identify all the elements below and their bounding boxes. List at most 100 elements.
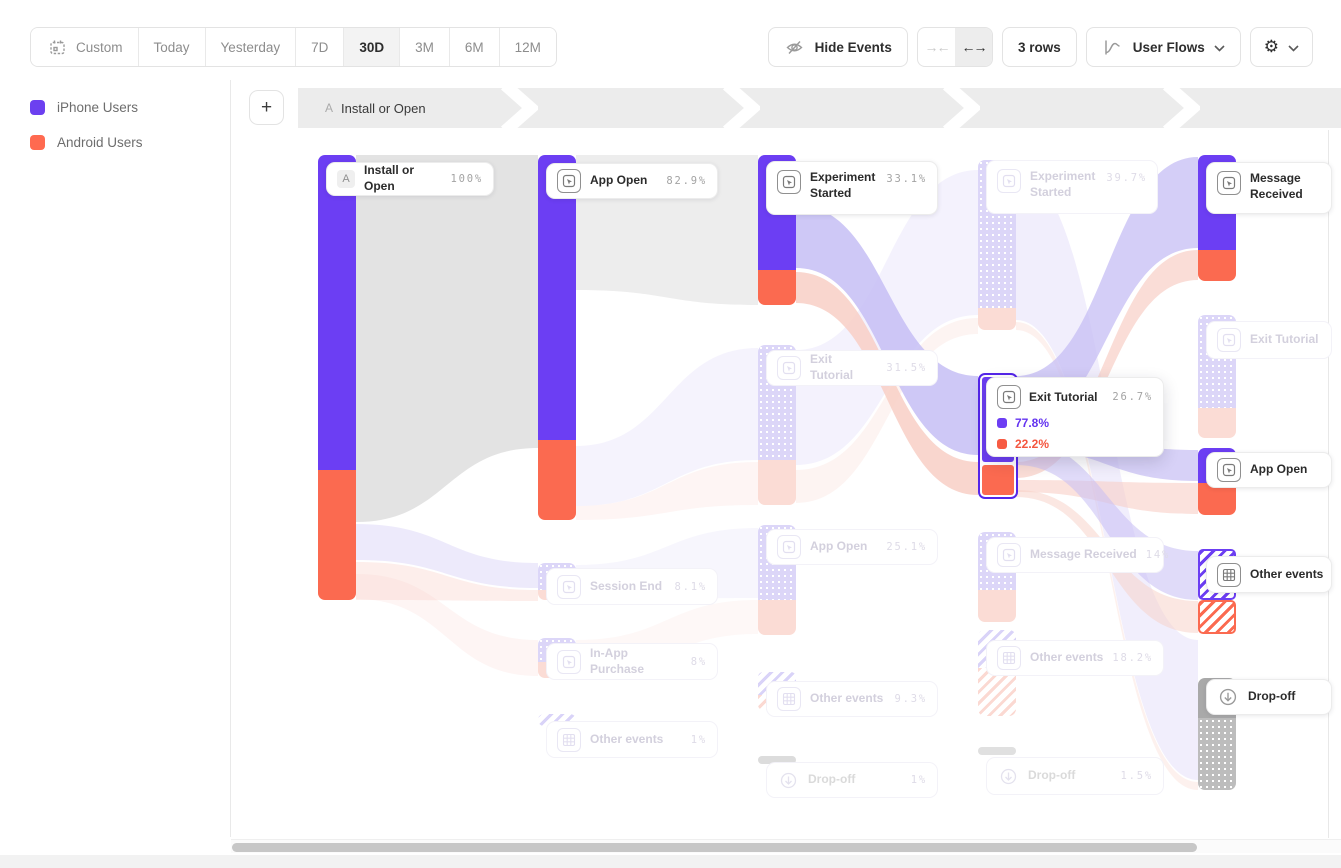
eye-off-icon xyxy=(784,36,806,58)
bar-segment-android xyxy=(318,470,356,600)
app-open-event-icon xyxy=(557,169,581,193)
legend-item-android[interactable]: Android Users xyxy=(30,135,143,150)
node-card-app-open-3[interactable]: App Open 25.1% xyxy=(766,529,938,565)
node-card-drop-off-4[interactable]: Drop-off 1.5% xyxy=(986,757,1164,795)
gear-icon: ⚙ xyxy=(1263,37,1279,56)
tooltip-header: Exit Tutorial 26.7% xyxy=(997,385,1153,409)
iphone-users-color-chip xyxy=(997,418,1007,428)
event-icon xyxy=(557,649,581,674)
hide-events-button[interactable]: Hide Events xyxy=(767,27,908,67)
node-card-session-end[interactable]: Session End 8.1% xyxy=(546,568,718,605)
toolbar-right: Hide Events →← ←→ 3 rows User Flows xyxy=(767,27,1313,67)
android-users-color-chip xyxy=(30,135,45,150)
toolbar: Custom Today Yesterday 7D 30D 3M 6M 12M … xyxy=(30,27,1313,67)
bar-segment-iphone xyxy=(538,155,576,440)
node-bar-app-open-2[interactable] xyxy=(538,155,576,520)
grid-icon xyxy=(557,727,581,752)
app-open-event-icon xyxy=(997,385,1021,409)
node-card-other-events-2[interactable]: Other events 1% xyxy=(546,721,718,758)
step-breadcrumb-bar[interactable]: A Install or Open xyxy=(298,80,1341,136)
iphone-users-color-chip xyxy=(30,100,45,115)
node-card-experiment-started-3[interactable]: Experiment Started 33.1% xyxy=(766,161,938,215)
node-card-in-app-purchase[interactable]: In-App Purchase 8% xyxy=(546,643,718,680)
node-card-other-events-4[interactable]: Other events 18.2% xyxy=(986,640,1164,676)
hide-events-label: Hide Events xyxy=(814,39,892,55)
rows-button[interactable]: 3 rows xyxy=(1001,27,1077,67)
breadcrumb-chevron-icon xyxy=(722,80,763,136)
date-range-12m[interactable]: 12M xyxy=(498,28,556,66)
bar-segment-iphone xyxy=(318,155,356,470)
bar-segment-android xyxy=(982,465,1014,495)
breadcrumb: A Install or Open xyxy=(325,88,426,128)
app-open-event-icon xyxy=(777,170,801,194)
node-bar-drop-off-3[interactable] xyxy=(758,756,796,764)
node-card-other-events-3[interactable]: Other events 9.3% xyxy=(766,681,938,717)
view-selector-dropdown[interactable]: User Flows xyxy=(1085,27,1241,67)
grid-icon xyxy=(997,646,1021,670)
collapse-columns-button[interactable]: →← xyxy=(924,39,950,55)
legend-label: Android Users xyxy=(57,135,143,150)
legend-label: iPhone Users xyxy=(57,100,139,115)
node-tooltip-exit-tutorial: Exit Tutorial 26.7% 77.8% 22.2% xyxy=(986,377,1164,457)
date-range-6m[interactable]: 6M xyxy=(448,28,499,66)
node-bar-drop-off-4[interactable] xyxy=(978,747,1016,755)
view-selector-label: User Flows xyxy=(1132,39,1205,55)
legend-item-iphone[interactable]: iPhone Users xyxy=(30,100,138,115)
node-card-exit-tutorial-3[interactable]: Exit Tutorial 31.5% xyxy=(766,350,938,386)
event-icon xyxy=(997,169,1021,193)
date-range-7d[interactable]: 7D xyxy=(295,28,344,66)
node-card-install-or-open[interactable]: A Install or Open 100% xyxy=(326,162,494,196)
date-range-30d[interactable]: 30D xyxy=(343,28,400,66)
chevron-down-icon xyxy=(1288,40,1299,55)
step-name: Install or Open xyxy=(341,100,426,116)
node-card-other-events-5[interactable]: Other events xyxy=(1206,556,1332,593)
node-card-message-received-5[interactable]: Message Received xyxy=(1206,162,1332,214)
breadcrumb-chevron-icon xyxy=(1162,80,1203,136)
date-range-custom[interactable]: Custom xyxy=(31,28,138,66)
tooltip-iphone-share: 77.8% xyxy=(997,416,1153,430)
breadcrumb-chevron-icon xyxy=(500,80,541,136)
grid-icon xyxy=(1217,562,1241,587)
drop-off-icon xyxy=(1217,686,1239,708)
step-badge: A xyxy=(325,101,334,115)
event-icon xyxy=(777,356,801,380)
app-open-event-icon xyxy=(1217,171,1241,195)
rows-label: 3 rows xyxy=(1017,39,1061,55)
date-range-group: Custom Today Yesterday 7D 30D 3M 6M 12M xyxy=(30,27,557,67)
node-card-drop-off-5[interactable]: Drop-off xyxy=(1206,679,1332,715)
drop-off-icon xyxy=(997,765,1019,787)
app-open-event-icon xyxy=(1217,458,1241,482)
breadcrumb-chevron-icon xyxy=(942,80,983,136)
android-users-color-chip xyxy=(997,439,1007,449)
date-range-3m[interactable]: 3M xyxy=(399,28,449,66)
event-icon xyxy=(1217,328,1241,352)
node-card-app-open-2[interactable]: App Open 82.9% xyxy=(546,163,718,199)
event-badge: A xyxy=(337,170,355,188)
node-bar-install-or-open[interactable] xyxy=(318,155,356,600)
chevron-down-icon xyxy=(1214,40,1225,55)
settings-split-button[interactable]: ⚙ xyxy=(1249,27,1313,67)
date-range-yesterday[interactable]: Yesterday xyxy=(204,28,296,66)
event-icon xyxy=(777,535,801,559)
expand-columns-button[interactable]: ←→ xyxy=(954,28,992,66)
event-icon xyxy=(997,543,1021,567)
add-step-button[interactable]: + xyxy=(249,90,284,125)
scrollbar-thumb[interactable] xyxy=(232,843,1197,852)
node-card-drop-off-3[interactable]: Drop-off 1% xyxy=(766,762,938,798)
tooltip-android-share: 22.2% xyxy=(997,437,1153,451)
date-range-today[interactable]: Today xyxy=(137,28,205,66)
node-card-message-received-4[interactable]: Message Received 14% xyxy=(986,537,1168,573)
node-card-exit-tutorial-5[interactable]: Exit Tutorial xyxy=(1206,321,1332,359)
flow-chart-icon xyxy=(1102,36,1124,58)
event-icon xyxy=(557,574,581,599)
horizontal-scrollbar[interactable] xyxy=(231,839,1341,853)
calendar-icon xyxy=(46,36,68,58)
drop-off-icon xyxy=(777,769,799,791)
bar-segment-android xyxy=(538,440,576,520)
node-card-app-open-5[interactable]: App Open xyxy=(1206,452,1332,488)
sidebar-divider xyxy=(230,80,231,837)
node-card-experiment-started-4[interactable]: Experiment Started 39.7% xyxy=(986,160,1158,214)
grid-icon xyxy=(777,687,801,711)
collapse-expand-toggle: →← ←→ xyxy=(916,27,993,67)
